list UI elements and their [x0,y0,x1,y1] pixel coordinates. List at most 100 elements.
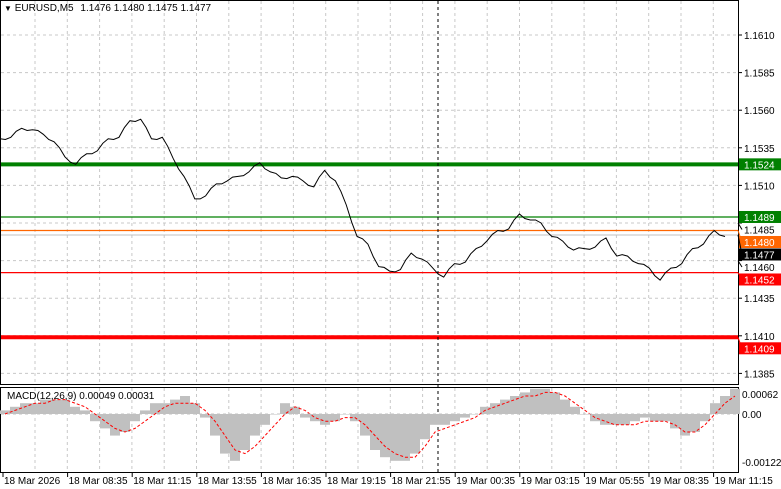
time-label: 19 Mar 08:35 [650,476,709,487]
macd-histogram-bar [680,414,690,436]
macd-histogram-bar [120,414,130,432]
macd-histogram-bar [230,414,240,461]
macd-tick-label: 0.00 [742,410,762,421]
price-tick-label: 1.1485 [744,225,775,236]
time-label: 19 Mar 11:15 [715,476,774,487]
macd-histogram-bar [670,414,680,429]
macd-histogram-bar [250,414,260,436]
macd-histogram-bar [730,388,740,414]
macd-histogram-bar [0,410,10,414]
macd-histogram-bar [540,388,550,414]
price-panel-frame [0,0,739,385]
macd-histogram-bar [600,414,610,425]
price-tag-background [739,248,781,261]
price-tick-label: 1.1435 [744,294,775,305]
macd-histogram-bar [240,414,250,450]
macd-histogram-bar [20,403,30,414]
macd-histogram-bar [200,414,210,418]
time-label: 19 Mar 00:35 [456,476,515,487]
macd-histogram-bar [320,414,330,425]
macd-histogram-bar [310,414,320,422]
bid-price-label: 1.1477 [744,250,775,261]
macd-histogram-bar [380,414,390,458]
macd-histogram-bar [690,414,700,432]
macd-histogram-bar [210,414,220,436]
macd-histogram-bar [220,414,230,454]
price-tick-label: 1.1585 [744,69,775,80]
macd-histogram-bar [90,414,100,422]
price-tick-label: 1.1510 [744,181,775,192]
time-label: 19 Mar 05:55 [585,476,644,487]
macd-histogram-bar [430,414,440,425]
triangle-down-icon[interactable]: ▼ [4,4,12,13]
symbol-label: EURUSD,M5 [14,3,74,14]
price-tick-label: 1.1560 [744,106,775,117]
macd-histogram-bar [490,403,500,414]
macd-histogram-bar [560,399,570,414]
macd-histogram-bar [290,406,300,414]
price-tag-background [739,342,781,355]
macd-histogram-bar [110,414,120,436]
price-tick-label: 1.1410 [744,332,775,343]
time-label: 18 Mar 21:55 [392,476,451,487]
macd-histogram-bar [330,414,340,422]
time-label: 18 Mar 2026 [4,476,61,487]
macd-histogram-bar [280,403,290,414]
macd-histogram-bar [610,414,620,425]
macd-histogram-bar [170,399,180,414]
macd-histogram-bar [180,396,190,414]
macd-histogram-bar [450,414,460,422]
macd-label: MACD(12,26,9) 0.00049 0.00031 [7,391,155,402]
macd-histogram-bar [70,406,80,414]
macd-histogram-bar [150,403,160,414]
price-tag-background [739,235,781,248]
macd-histogram-bar [630,414,640,422]
macd-histogram-bar [550,392,560,414]
macd-histogram-bar [500,399,510,414]
time-label: 18 Mar 11:15 [133,476,192,487]
macd-histogram-bar [440,414,450,425]
macd-histogram-bar [530,388,540,414]
macd-histogram-bar [650,414,660,422]
macd-histogram-bar [260,414,270,425]
macd-histogram-bar [640,414,650,418]
macd-histogram-bar [620,414,630,425]
ask-price-label: 1.1480 [744,238,775,249]
macd-histogram-bar [370,414,380,450]
macd-histogram-bar [720,396,730,414]
level-price-label: 1.1409 [744,344,775,355]
macd-histogram-bar [270,414,280,415]
macd-histogram-bar [390,414,400,461]
level-price-label: 1.1489 [744,213,775,224]
time-label: 19 Mar 03:15 [521,476,580,487]
label-connector [737,260,743,268]
macd-histogram-bar [40,399,50,414]
macd-histogram-bar [130,414,140,422]
macd-histogram-bar [80,410,90,414]
macd-histogram-bar [700,414,710,422]
macd-histogram-bar [30,403,40,414]
time-label: 18 Mar 19:15 [327,476,386,487]
price-tick-label: 1.1610 [744,31,775,42]
macd-histogram-bar [300,414,310,418]
price-series-line [0,118,726,281]
macd-signal-line [4,391,736,458]
macd-histogram-bar [190,403,200,414]
macd-histogram-bar [140,410,150,414]
macd-histogram-bar [60,399,70,414]
macd-histogram-bar [420,414,430,440]
macd-panel-frame [0,387,739,473]
macd-histogram-bar [160,403,170,414]
macd-histogram-bar [410,414,420,454]
price-tag-background [739,158,781,171]
price-tick-label: 1.1385 [744,369,775,380]
macd-histogram-bar [460,414,470,418]
ohlc-values: 1.1476 1.1480 1.1475 1.1477 [80,3,212,14]
macd-histogram-bar [710,403,720,414]
time-label: 18 Mar 13:55 [198,476,257,487]
macd-histogram-bar [510,396,520,414]
macd-histogram-bar [100,414,110,429]
macd-tick-label: 0.00062 [742,390,779,401]
macd-histogram-bar [660,414,670,422]
